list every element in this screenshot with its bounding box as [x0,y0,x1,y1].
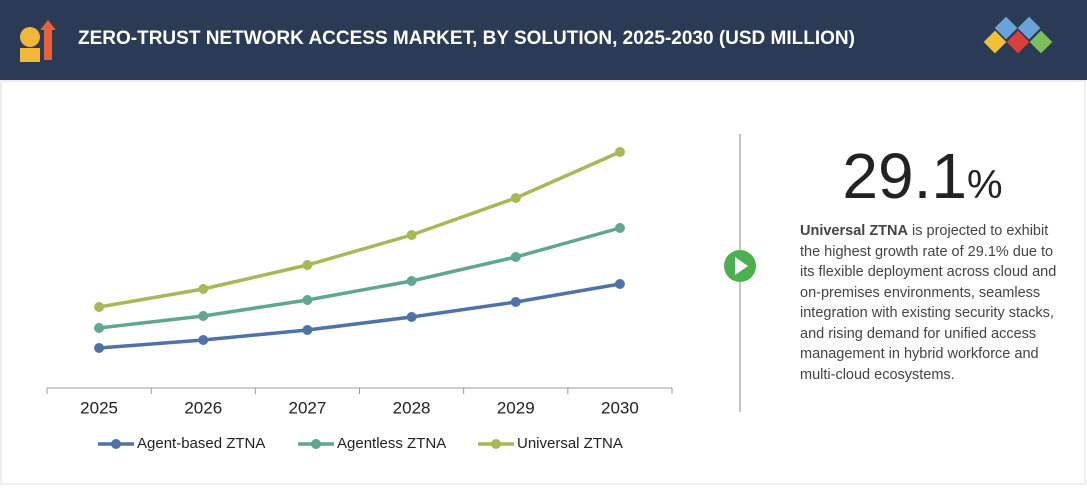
highlight-panel: 29.1% Universal ZTNA is projected to exh… [800,140,1065,385]
legend-label: Agent-based ZTNA [137,435,265,452]
header-bar [0,0,1087,80]
arrow-icon-glyph [735,257,748,275]
point [510,193,521,203]
x-tick-label: 2029 [497,398,535,417]
point [302,325,313,335]
point [198,311,209,321]
card [0,80,1086,485]
point [406,276,417,286]
legend-marker [111,439,121,449]
series-line [98,282,621,350]
point [510,297,521,307]
highlight-text: Universal ZTNA is projected to exhibit t… [800,221,1065,385]
legend-label: Agentless ZTNA [337,435,446,452]
point [510,252,521,262]
point [198,284,209,294]
point [614,223,625,233]
point [302,260,313,270]
legend-marker [491,439,501,449]
highlight-subject: Universal ZTNA [800,223,908,239]
point [614,147,625,157]
chart-title: ZERO-TRUST NETWORK ACCESS MARKET, BY SOL… [78,28,855,49]
point [94,302,105,312]
x-tick-label: 2026 [184,398,222,417]
x-tick-label: 2025 [80,398,118,417]
point [198,335,209,345]
series-line [98,226,621,330]
series-line [98,150,621,309]
highlight-unit: % [966,163,1003,207]
point [94,323,105,333]
highlight-number: 29.1% [780,140,1065,221]
legend-marker [311,439,321,449]
point [406,230,417,240]
point [614,279,625,289]
header-icon [20,20,56,62]
point [302,295,313,305]
point [406,312,417,322]
x-tick-label: 2027 [289,398,327,417]
point [94,343,105,353]
highlight-value: 29.1 [842,140,967,212]
highlight-body: is projected to exhibit the highest grow… [800,223,1057,383]
x-tick-label: 2030 [601,398,639,417]
x-tick-label: 2028 [393,398,431,417]
legend-label: Universal ZTNA [517,435,623,452]
